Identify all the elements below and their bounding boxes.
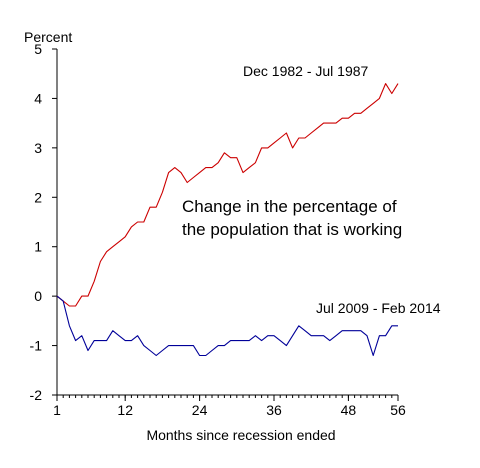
x-tick-label: 12 xyxy=(117,402,133,418)
y-tick-label: 2 xyxy=(34,189,42,205)
y-tick-label: -2 xyxy=(30,387,43,403)
series-line-0 xyxy=(56,83,399,307)
y-tick-label: 4 xyxy=(34,90,42,106)
y-tick-label: -1 xyxy=(30,338,43,354)
series-label-2009: Jul 2009 - Feb 2014 xyxy=(316,300,441,316)
x-axis-title: Months since recession ended xyxy=(146,427,335,443)
y-tick-label: 1 xyxy=(34,239,42,255)
y-tick-label: 0 xyxy=(34,288,42,304)
y-tick-labels: -2 -1 0 1 2 3 4 5 xyxy=(30,41,43,403)
axes xyxy=(52,48,399,401)
y-axis-title: Percent xyxy=(24,29,72,45)
series-lines xyxy=(56,83,399,357)
x-tick-label: 56 xyxy=(390,402,406,418)
series-line-1 xyxy=(56,295,398,357)
y-tick-label: 3 xyxy=(34,140,42,156)
x-tick-label: 24 xyxy=(192,402,208,418)
series-label-1982: Dec 1982 - Jul 1987 xyxy=(243,63,369,79)
x-tick-label: 36 xyxy=(266,402,282,418)
y-tick-label: 5 xyxy=(34,41,42,57)
x-tick-labels: 1 12 24 36 48 56 xyxy=(53,402,406,418)
annotation-line-1: Change in the percentage of xyxy=(182,197,397,216)
annotation-line-2: the population that is working xyxy=(182,220,402,239)
x-tick-label: 48 xyxy=(341,402,357,418)
x-tick-label: 1 xyxy=(53,402,61,418)
